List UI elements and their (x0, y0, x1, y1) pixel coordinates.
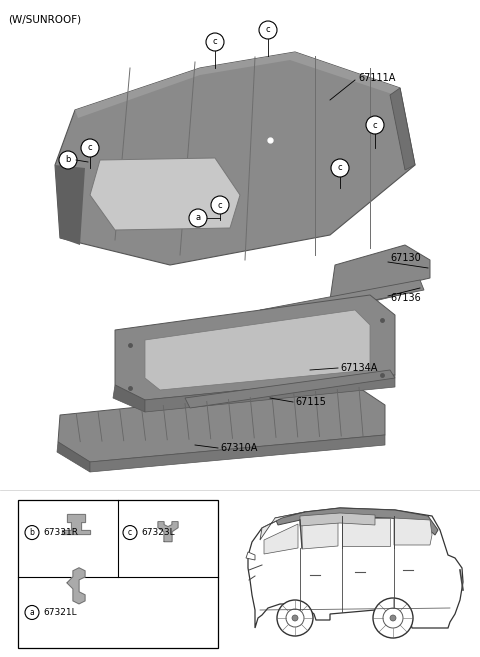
Circle shape (292, 615, 298, 621)
Polygon shape (145, 375, 395, 412)
Polygon shape (75, 52, 400, 118)
Circle shape (25, 526, 39, 539)
Bar (18, 500, 218, 648)
Circle shape (286, 609, 304, 627)
Polygon shape (90, 435, 385, 472)
Polygon shape (300, 513, 375, 526)
Circle shape (206, 33, 224, 51)
Text: c: c (218, 200, 222, 210)
Polygon shape (90, 158, 240, 230)
Polygon shape (330, 245, 430, 300)
Circle shape (25, 606, 39, 620)
Polygon shape (342, 518, 390, 546)
Polygon shape (115, 295, 395, 400)
Polygon shape (394, 518, 432, 545)
Polygon shape (328, 285, 400, 312)
Polygon shape (55, 52, 415, 265)
Circle shape (277, 600, 313, 636)
Circle shape (331, 159, 349, 177)
Polygon shape (58, 385, 385, 462)
Text: 67331R: 67331R (43, 528, 78, 537)
Text: 67115: 67115 (295, 397, 326, 407)
Text: (W/SUNROOF): (W/SUNROOF) (8, 14, 81, 24)
Text: 67111A: 67111A (358, 73, 396, 83)
Text: 67136: 67136 (390, 293, 421, 303)
Polygon shape (260, 280, 424, 322)
Text: a: a (195, 214, 201, 223)
Circle shape (373, 598, 413, 638)
Circle shape (390, 615, 396, 621)
Text: 67310A: 67310A (220, 443, 257, 453)
Polygon shape (246, 552, 255, 560)
Polygon shape (55, 165, 85, 245)
Polygon shape (57, 442, 90, 472)
Text: 67130: 67130 (390, 253, 421, 263)
Polygon shape (185, 370, 395, 408)
Circle shape (123, 526, 137, 539)
Text: a: a (30, 608, 35, 617)
Circle shape (383, 608, 403, 628)
Text: 67323L: 67323L (141, 528, 175, 537)
Text: b: b (30, 528, 35, 537)
Polygon shape (145, 310, 370, 390)
Circle shape (59, 151, 77, 169)
Text: c: c (338, 164, 342, 173)
Circle shape (259, 21, 277, 39)
Circle shape (189, 209, 207, 227)
Polygon shape (302, 518, 338, 549)
Polygon shape (67, 568, 85, 604)
Text: c: c (128, 528, 132, 537)
Polygon shape (390, 88, 415, 170)
Circle shape (366, 116, 384, 134)
Polygon shape (248, 508, 463, 628)
Text: c: c (213, 37, 217, 47)
Polygon shape (275, 508, 438, 535)
Polygon shape (260, 512, 305, 540)
Circle shape (211, 196, 229, 214)
Circle shape (81, 139, 99, 157)
Polygon shape (113, 385, 145, 412)
Polygon shape (62, 514, 90, 533)
Text: c: c (266, 26, 270, 35)
Text: b: b (65, 156, 71, 164)
Polygon shape (264, 524, 298, 554)
Polygon shape (158, 522, 178, 541)
Text: 67321L: 67321L (43, 608, 77, 617)
Text: c: c (88, 143, 92, 152)
Text: 67134A: 67134A (340, 363, 377, 373)
Text: c: c (372, 120, 377, 129)
